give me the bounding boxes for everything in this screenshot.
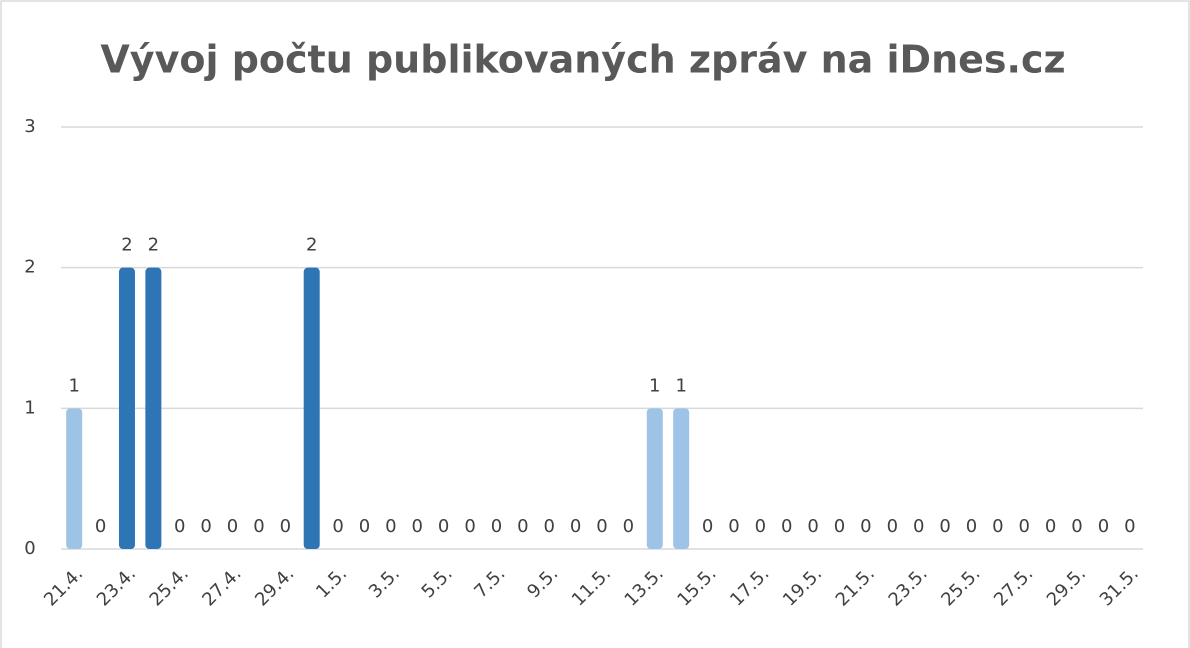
data-label: 0 bbox=[887, 516, 898, 537]
y-tick-label: 2 bbox=[24, 257, 35, 278]
data-label: 0 bbox=[1098, 516, 1109, 537]
data-label: 0 bbox=[253, 516, 264, 537]
data-label: 0 bbox=[332, 516, 343, 537]
bar bbox=[145, 267, 162, 549]
data-label: 0 bbox=[95, 516, 106, 537]
data-label: 0 bbox=[1019, 516, 1030, 537]
bar bbox=[66, 408, 83, 549]
data-label: 0 bbox=[359, 516, 370, 537]
data-label: 0 bbox=[200, 516, 211, 537]
data-label: 0 bbox=[755, 516, 766, 537]
bar bbox=[646, 408, 663, 549]
data-label: 0 bbox=[385, 516, 396, 537]
data-label: 0 bbox=[992, 516, 1003, 537]
y-tick-label: 1 bbox=[24, 397, 35, 418]
data-label: 0 bbox=[174, 516, 185, 537]
data-label: 0 bbox=[807, 516, 818, 537]
data-label: 1 bbox=[675, 375, 686, 396]
data-label: 0 bbox=[781, 516, 792, 537]
y-tick-label: 0 bbox=[24, 538, 35, 559]
data-label: 0 bbox=[913, 516, 924, 537]
data-label: 0 bbox=[280, 516, 291, 537]
data-label: 0 bbox=[939, 516, 950, 537]
data-label: 0 bbox=[412, 516, 423, 537]
data-label: 1 bbox=[68, 375, 79, 396]
data-label: 2 bbox=[121, 235, 132, 256]
data-label: 0 bbox=[860, 516, 871, 537]
data-label: 2 bbox=[148, 235, 159, 256]
data-label: 0 bbox=[728, 516, 739, 537]
data-label: 0 bbox=[438, 516, 449, 537]
data-label: 1 bbox=[649, 375, 660, 396]
data-label: 0 bbox=[517, 516, 528, 537]
bar bbox=[673, 408, 690, 549]
data-label: 0 bbox=[834, 516, 845, 537]
data-label: 0 bbox=[702, 516, 713, 537]
bar bbox=[118, 267, 135, 549]
y-tick-label: 3 bbox=[24, 116, 35, 137]
data-label: 0 bbox=[1071, 516, 1082, 537]
chart-title: Vývoj počtu publikovaných zpráv na iDnes… bbox=[100, 38, 1065, 82]
data-label: 0 bbox=[966, 516, 977, 537]
data-label: 0 bbox=[543, 516, 554, 537]
data-label: 0 bbox=[1124, 516, 1135, 537]
data-label: 2 bbox=[306, 235, 317, 256]
bar bbox=[303, 267, 320, 549]
data-label: 0 bbox=[570, 516, 581, 537]
data-label: 0 bbox=[1045, 516, 1056, 537]
data-label: 0 bbox=[596, 516, 607, 537]
data-label: 0 bbox=[623, 516, 634, 537]
data-label: 0 bbox=[464, 516, 475, 537]
data-label: 0 bbox=[227, 516, 238, 537]
data-label: 0 bbox=[491, 516, 502, 537]
